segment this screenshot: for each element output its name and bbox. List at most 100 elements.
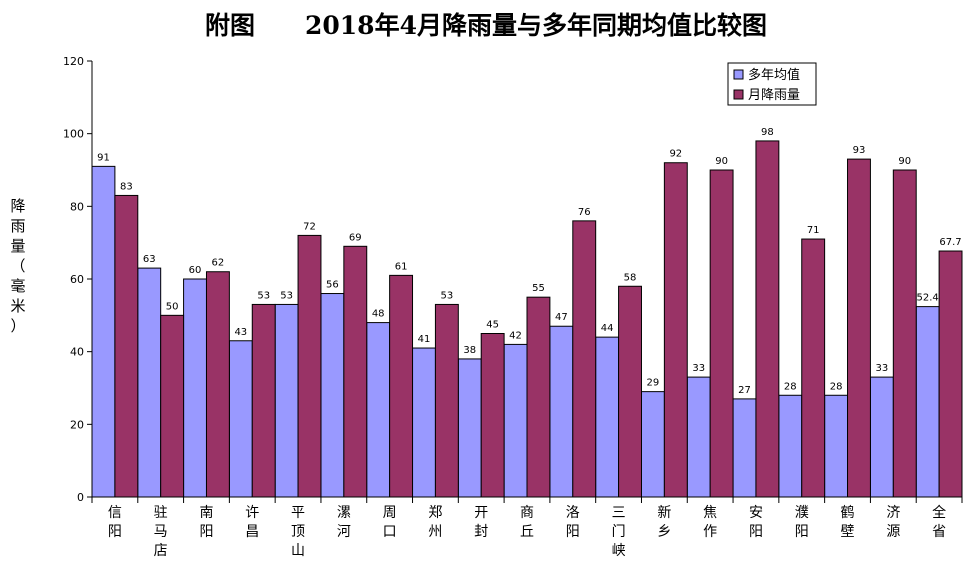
data-label: 53 <box>257 290 270 301</box>
x-tick-label: 安阳 <box>749 505 763 540</box>
bar-rainfall <box>526 296 551 498</box>
x-tick-label: 许昌 <box>245 505 259 540</box>
bar-average <box>183 278 207 498</box>
y-tick-label: 0 <box>77 491 84 504</box>
bar-average <box>91 165 116 498</box>
x-tick-label: 鹤壁 <box>841 505 855 540</box>
data-label: 52.4 <box>917 293 939 304</box>
bar-rainfall <box>618 285 642 498</box>
legend-label: 多年均值 <box>748 67 800 83</box>
data-label: 67.7 <box>939 237 961 248</box>
x-tick-label: 济源 <box>886 505 900 540</box>
bar-rainfall <box>389 274 414 498</box>
data-label: 56 <box>326 280 339 291</box>
data-label: 63 <box>143 254 156 265</box>
x-tick-label: 驻马店 <box>154 505 168 559</box>
data-label: 53 <box>441 290 454 301</box>
data-label: 58 <box>624 272 637 283</box>
bar-average <box>549 325 574 498</box>
data-label: 33 <box>692 363 705 374</box>
bar-rainfall <box>114 194 139 498</box>
x-tick-label: 焦作 <box>703 505 717 540</box>
data-label: 93 <box>853 145 866 156</box>
data-label: 76 <box>578 207 591 218</box>
x-tick-label: 周口 <box>383 505 397 540</box>
bar-average <box>137 267 162 498</box>
bar-rainfall <box>343 245 368 498</box>
data-label: 27 <box>738 385 751 396</box>
data-label: 53 <box>280 290 293 301</box>
bar-rainfall <box>847 158 871 498</box>
data-label: 33 <box>876 363 889 374</box>
data-label: 44 <box>601 323 614 334</box>
legend-swatch <box>733 69 744 80</box>
bar-rainfall <box>572 220 597 498</box>
data-label: 72 <box>303 221 316 232</box>
bar-rainfall <box>709 169 734 498</box>
bar-rainfall <box>205 271 230 498</box>
data-label: 62 <box>212 258 225 269</box>
y-tick-label: 100 <box>63 128 84 141</box>
bar-rainfall <box>663 162 688 498</box>
data-label: 29 <box>647 378 660 389</box>
x-tick-label: 洛阳 <box>566 505 580 540</box>
bar-rainfall <box>297 234 322 498</box>
bar-average <box>778 394 803 498</box>
x-tick-label: 漯河 <box>337 505 351 540</box>
data-label: 47 <box>555 312 568 323</box>
x-tick-label: 信阳 <box>108 505 122 540</box>
bar-rainfall <box>480 333 505 498</box>
bar-average <box>366 322 391 498</box>
data-label: 41 <box>418 334 431 345</box>
data-label: 60 <box>189 265 202 276</box>
bar-average <box>824 394 849 498</box>
bar-average <box>686 376 711 498</box>
x-tick-label: 商丘 <box>520 505 534 540</box>
bar-average <box>503 343 528 498</box>
bar-average <box>732 398 757 498</box>
bar-average <box>869 376 894 498</box>
data-label: 28 <box>830 381 843 392</box>
x-tick-label: 南阳 <box>199 505 213 540</box>
bar-average <box>457 358 482 498</box>
bar-rainfall <box>434 303 459 498</box>
legend-label: 月降雨量 <box>748 88 800 103</box>
x-tick-label: 郑州 <box>428 505 442 540</box>
data-label: 98 <box>761 127 774 138</box>
data-label: 69 <box>349 232 362 243</box>
y-axis-label: 降雨量（毫米） <box>10 197 26 335</box>
y-tick-label: 120 <box>63 55 84 68</box>
data-label: 61 <box>395 261 408 272</box>
data-label: 28 <box>784 381 797 392</box>
bar-average <box>640 391 665 498</box>
data-label: 83 <box>120 181 133 192</box>
bar-rainfall <box>801 238 826 498</box>
y-tick-label: 20 <box>70 418 84 431</box>
data-label: 38 <box>463 345 476 356</box>
data-label: 48 <box>372 309 385 320</box>
bar-average <box>228 340 253 498</box>
y-tick-label: 40 <box>70 346 84 359</box>
data-label: 90 <box>715 156 728 167</box>
y-tick-label: 80 <box>70 200 84 213</box>
bar-average <box>274 303 299 498</box>
data-label: 90 <box>898 156 911 167</box>
data-label: 71 <box>807 225 820 236</box>
x-tick-label: 新乡 <box>657 505 671 540</box>
bar-rainfall <box>892 169 917 498</box>
x-tick-label: 濮阳 <box>795 505 809 540</box>
x-tick-label: 三门峡 <box>612 505 626 559</box>
data-label: 92 <box>669 149 682 160</box>
data-label: 42 <box>509 330 522 341</box>
bar-average <box>595 336 620 498</box>
data-label: 91 <box>97 152 110 163</box>
bar-rainfall <box>160 314 185 498</box>
chart-title: 附图 2018年4月降雨量与多年同期均值比较图 <box>205 11 767 40</box>
bar-average <box>320 293 345 498</box>
bar-rainfall <box>251 303 276 498</box>
x-tick-label: 全省 <box>932 504 946 540</box>
bar-average <box>915 306 940 498</box>
data-label: 55 <box>532 283 545 294</box>
x-tick-label: 开封 <box>474 505 488 540</box>
